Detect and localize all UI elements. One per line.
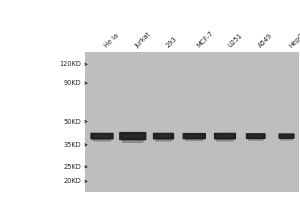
Text: A549: A549 xyxy=(257,33,274,49)
Text: 120KD: 120KD xyxy=(59,61,81,67)
Text: 293: 293 xyxy=(165,36,178,49)
Text: 25KD: 25KD xyxy=(63,164,81,170)
Text: Jurkat: Jurkat xyxy=(134,31,152,49)
Text: 50KD: 50KD xyxy=(63,119,81,125)
FancyBboxPatch shape xyxy=(217,135,233,137)
Text: He la: He la xyxy=(103,33,120,49)
FancyBboxPatch shape xyxy=(94,135,110,137)
FancyBboxPatch shape xyxy=(216,138,234,142)
Text: 90KD: 90KD xyxy=(63,80,81,86)
FancyBboxPatch shape xyxy=(93,138,111,142)
FancyBboxPatch shape xyxy=(119,132,146,140)
FancyBboxPatch shape xyxy=(278,133,295,139)
FancyBboxPatch shape xyxy=(246,133,266,139)
Text: U251: U251 xyxy=(226,32,243,49)
FancyBboxPatch shape xyxy=(249,135,263,137)
FancyBboxPatch shape xyxy=(185,138,203,141)
Text: 35KD: 35KD xyxy=(63,142,81,148)
FancyBboxPatch shape xyxy=(123,135,142,138)
FancyBboxPatch shape xyxy=(182,133,206,139)
Text: MCF-7: MCF-7 xyxy=(196,30,214,49)
Text: HepG2: HepG2 xyxy=(288,29,300,49)
FancyBboxPatch shape xyxy=(214,133,236,140)
FancyBboxPatch shape xyxy=(153,133,174,140)
FancyBboxPatch shape xyxy=(155,138,172,142)
FancyBboxPatch shape xyxy=(156,135,171,137)
FancyBboxPatch shape xyxy=(281,135,292,137)
Bar xyxy=(85,52,298,192)
FancyBboxPatch shape xyxy=(280,138,293,140)
FancyBboxPatch shape xyxy=(248,138,264,141)
FancyBboxPatch shape xyxy=(90,133,114,140)
FancyBboxPatch shape xyxy=(186,135,202,137)
Text: 20KD: 20KD xyxy=(63,178,81,184)
FancyBboxPatch shape xyxy=(122,139,143,143)
